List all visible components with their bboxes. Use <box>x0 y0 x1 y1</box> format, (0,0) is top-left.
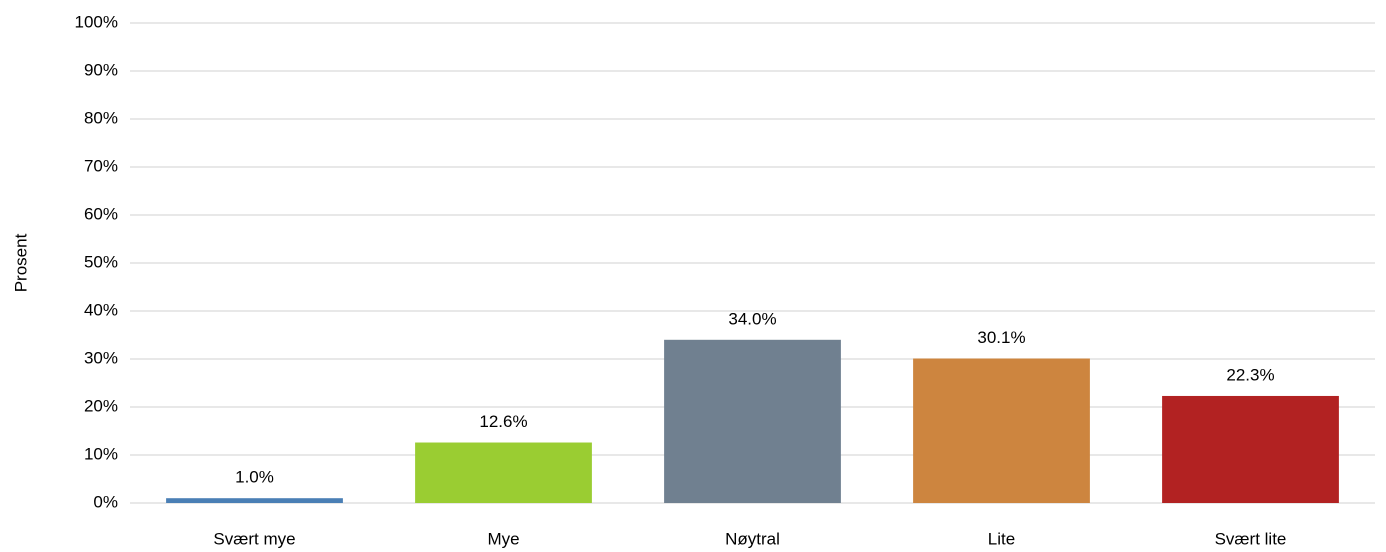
y-tick-label: 90% <box>84 60 118 79</box>
y-tick-label: 60% <box>84 204 118 223</box>
y-axis-label: Prosent <box>11 233 30 292</box>
value-label: 22.3% <box>1226 365 1274 384</box>
value-label: 30.1% <box>977 328 1025 347</box>
x-tick-label: Nøytral <box>725 529 780 548</box>
bar <box>1162 395 1339 503</box>
y-tick-label: 70% <box>84 156 118 175</box>
bar <box>166 498 343 503</box>
bar <box>664 339 841 503</box>
x-tick-label: Svært mye <box>213 529 295 548</box>
value-label: 1.0% <box>235 468 274 487</box>
x-tick-label: Mye <box>487 529 519 548</box>
y-tick-label: 80% <box>84 108 118 127</box>
bar <box>913 358 1090 503</box>
value-label: 12.6% <box>479 412 527 431</box>
value-label: 34.0% <box>728 309 776 328</box>
y-tick-label: 50% <box>84 252 118 271</box>
y-tick-label: 10% <box>84 444 118 463</box>
y-tick-label: 100% <box>75 12 118 31</box>
y-tick-label: 30% <box>84 348 118 367</box>
y-tick-label: 20% <box>84 396 118 415</box>
x-tick-label: Lite <box>988 529 1015 548</box>
x-tick-label: Svært lite <box>1215 529 1287 548</box>
y-tick-label: 40% <box>84 300 118 319</box>
y-tick-label: 0% <box>93 492 118 511</box>
bar <box>415 442 592 503</box>
